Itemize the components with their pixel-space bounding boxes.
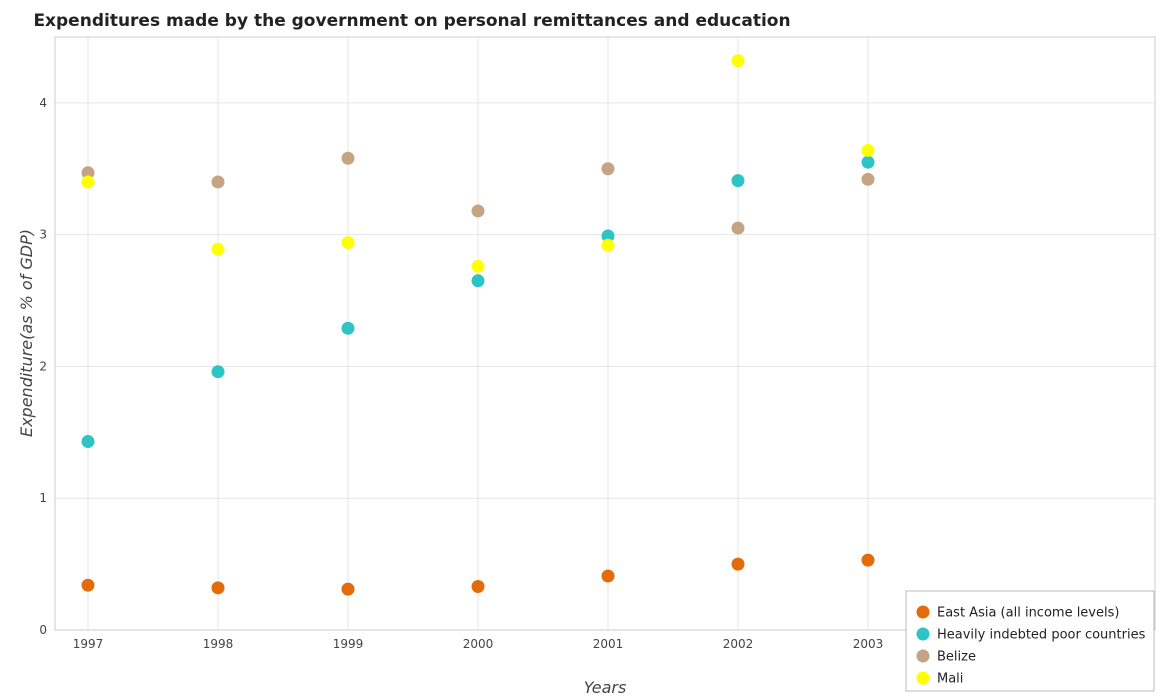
legend-entry: Mali — [937, 672, 963, 687]
y-tick-label: 1 — [39, 491, 47, 505]
x-tick-label: 1999 — [333, 637, 364, 651]
y-axis-ticks: 0 1 2 3 4 — [39, 96, 47, 637]
data-point — [861, 155, 875, 169]
data-point — [211, 365, 225, 379]
x-tick-label: 2003 — [853, 637, 884, 651]
data-point — [601, 238, 615, 252]
data-point — [601, 229, 615, 243]
data-point — [861, 172, 875, 186]
data-point — [341, 582, 355, 596]
data-points — [81, 54, 875, 596]
legend-box — [905, 590, 1155, 692]
data-point — [81, 166, 95, 180]
x-axis-label: Years — [584, 678, 627, 697]
legend-marker — [916, 671, 930, 685]
data-point — [471, 259, 485, 273]
legend-entry: East Asia (all income levels) — [937, 606, 1119, 621]
y-tick-label: 3 — [39, 228, 47, 242]
y-tick-label: 4 — [39, 96, 47, 110]
legend-entry: Belize — [937, 650, 976, 665]
plot-frame — [54, 36, 1156, 631]
legend-marker — [916, 605, 930, 619]
data-point — [471, 274, 485, 288]
data-point — [341, 236, 355, 250]
y-axis-label: Expenditure(as % of GDP) — [17, 229, 36, 437]
legend-marker — [916, 627, 930, 641]
data-point — [731, 174, 745, 188]
legend-marker — [916, 649, 930, 663]
data-point — [861, 553, 875, 567]
y-tick-label: 2 — [39, 359, 47, 373]
data-point — [731, 54, 745, 68]
data-point — [81, 175, 95, 189]
legend: East Asia (all income levels) Heavily ind… — [905, 590, 1155, 692]
data-point — [341, 321, 355, 335]
chart-title: Expenditures made by the government on p… — [33, 11, 790, 31]
x-tick-label: 1997 — [73, 637, 104, 651]
x-tick-label: 2000 — [463, 637, 494, 651]
x-axis-ticks: 1997 1998 1999 2000 2001 2002 2003 — [73, 637, 884, 651]
data-point — [601, 569, 615, 583]
data-point — [861, 143, 875, 157]
grid — [55, 37, 1155, 631]
data-point — [471, 204, 485, 218]
data-point — [471, 580, 485, 594]
data-point — [81, 435, 95, 449]
y-tick-label: 0 — [39, 623, 47, 637]
x-tick-label: 2002 — [723, 637, 754, 651]
x-tick-label: 2001 — [593, 637, 624, 651]
data-point — [731, 221, 745, 235]
data-point — [211, 175, 225, 189]
x-tick-label: 1998 — [203, 637, 234, 651]
legend-entry: Heavily indebted poor countries — [937, 628, 1146, 643]
data-point — [211, 581, 225, 595]
data-point — [341, 151, 355, 165]
data-point — [211, 242, 225, 256]
data-point — [731, 557, 745, 571]
data-point — [81, 578, 95, 592]
data-point — [601, 162, 615, 176]
